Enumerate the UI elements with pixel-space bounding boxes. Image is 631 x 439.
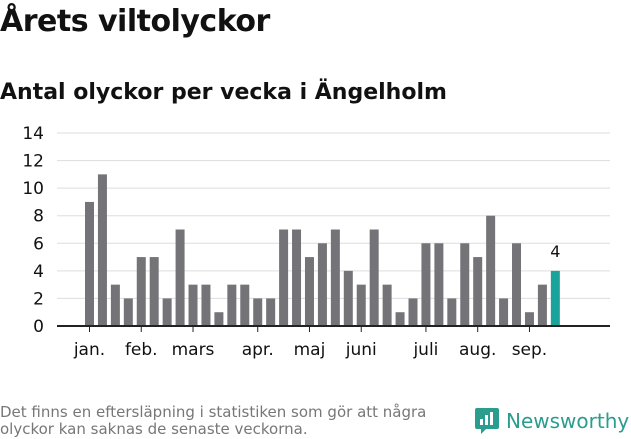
bar [395, 312, 405, 326]
bar [447, 298, 457, 326]
bar [330, 229, 340, 326]
bar [85, 201, 94, 326]
bar [434, 243, 444, 326]
bar-highlight [550, 270, 560, 326]
bar [123, 298, 133, 326]
bar [343, 270, 353, 326]
chart-subtitle: Antal olyckor per vecka i Ängelholm [0, 80, 447, 105]
brand-name: Newsworthy [506, 409, 630, 433]
bar [499, 298, 509, 326]
newsworthy-logo-icon [475, 408, 499, 434]
bar-chart: 0 2 4 6 8 10 12 14 4 jan. feb. mars apr. maj juni juli a… [22, 124, 610, 360]
bar [227, 284, 237, 326]
bar [524, 312, 534, 326]
bar [408, 298, 418, 326]
bar [460, 243, 470, 326]
x-tick-label: feb. [125, 340, 158, 360]
y-tick-label: 4 [33, 262, 44, 282]
y-tick-label: 12 [22, 152, 44, 172]
bar [382, 284, 392, 326]
chart-title: Årets viltolyckor [0, 4, 270, 39]
bar [473, 257, 483, 326]
x-tick-label: juni [345, 340, 377, 360]
bar [356, 284, 366, 326]
data-label: 4 [550, 242, 560, 261]
x-tick-label: sep. [512, 340, 548, 360]
bar [253, 298, 263, 326]
bar [486, 215, 496, 326]
bar [279, 229, 289, 326]
bar [162, 298, 172, 326]
bar [149, 257, 159, 326]
bar [304, 257, 314, 326]
y-tick-label: 2 [33, 289, 44, 309]
bar [317, 243, 327, 326]
x-tick-label: maj [294, 340, 326, 360]
x-tick-label: jan. [73, 340, 105, 360]
bar [421, 243, 431, 326]
bar [175, 229, 185, 326]
y-tick-label: 0 [33, 317, 44, 337]
bar [97, 174, 107, 326]
y-tick-label: 8 [33, 207, 44, 227]
x-tick-label: apr. [242, 340, 274, 360]
bar [188, 284, 198, 326]
x-tick-label: mars [172, 340, 215, 360]
y-tick-label: 6 [33, 234, 44, 254]
y-tick-label: 14 [22, 124, 44, 144]
brand-logo: Newsworthy [474, 407, 629, 435]
bar [110, 284, 120, 326]
bar [201, 284, 211, 326]
x-tick-label: aug. [459, 340, 496, 360]
bar [136, 257, 146, 326]
y-tick-label: 10 [22, 179, 44, 199]
footer-note: Det finns en eftersläpning i statistiken… [0, 403, 427, 438]
bar [369, 229, 379, 326]
bar [214, 312, 224, 326]
x-tick-label: juli [412, 340, 438, 360]
bar [537, 284, 547, 326]
bar [266, 298, 276, 326]
bar [512, 243, 522, 326]
bar [240, 284, 250, 326]
bar [292, 229, 302, 326]
